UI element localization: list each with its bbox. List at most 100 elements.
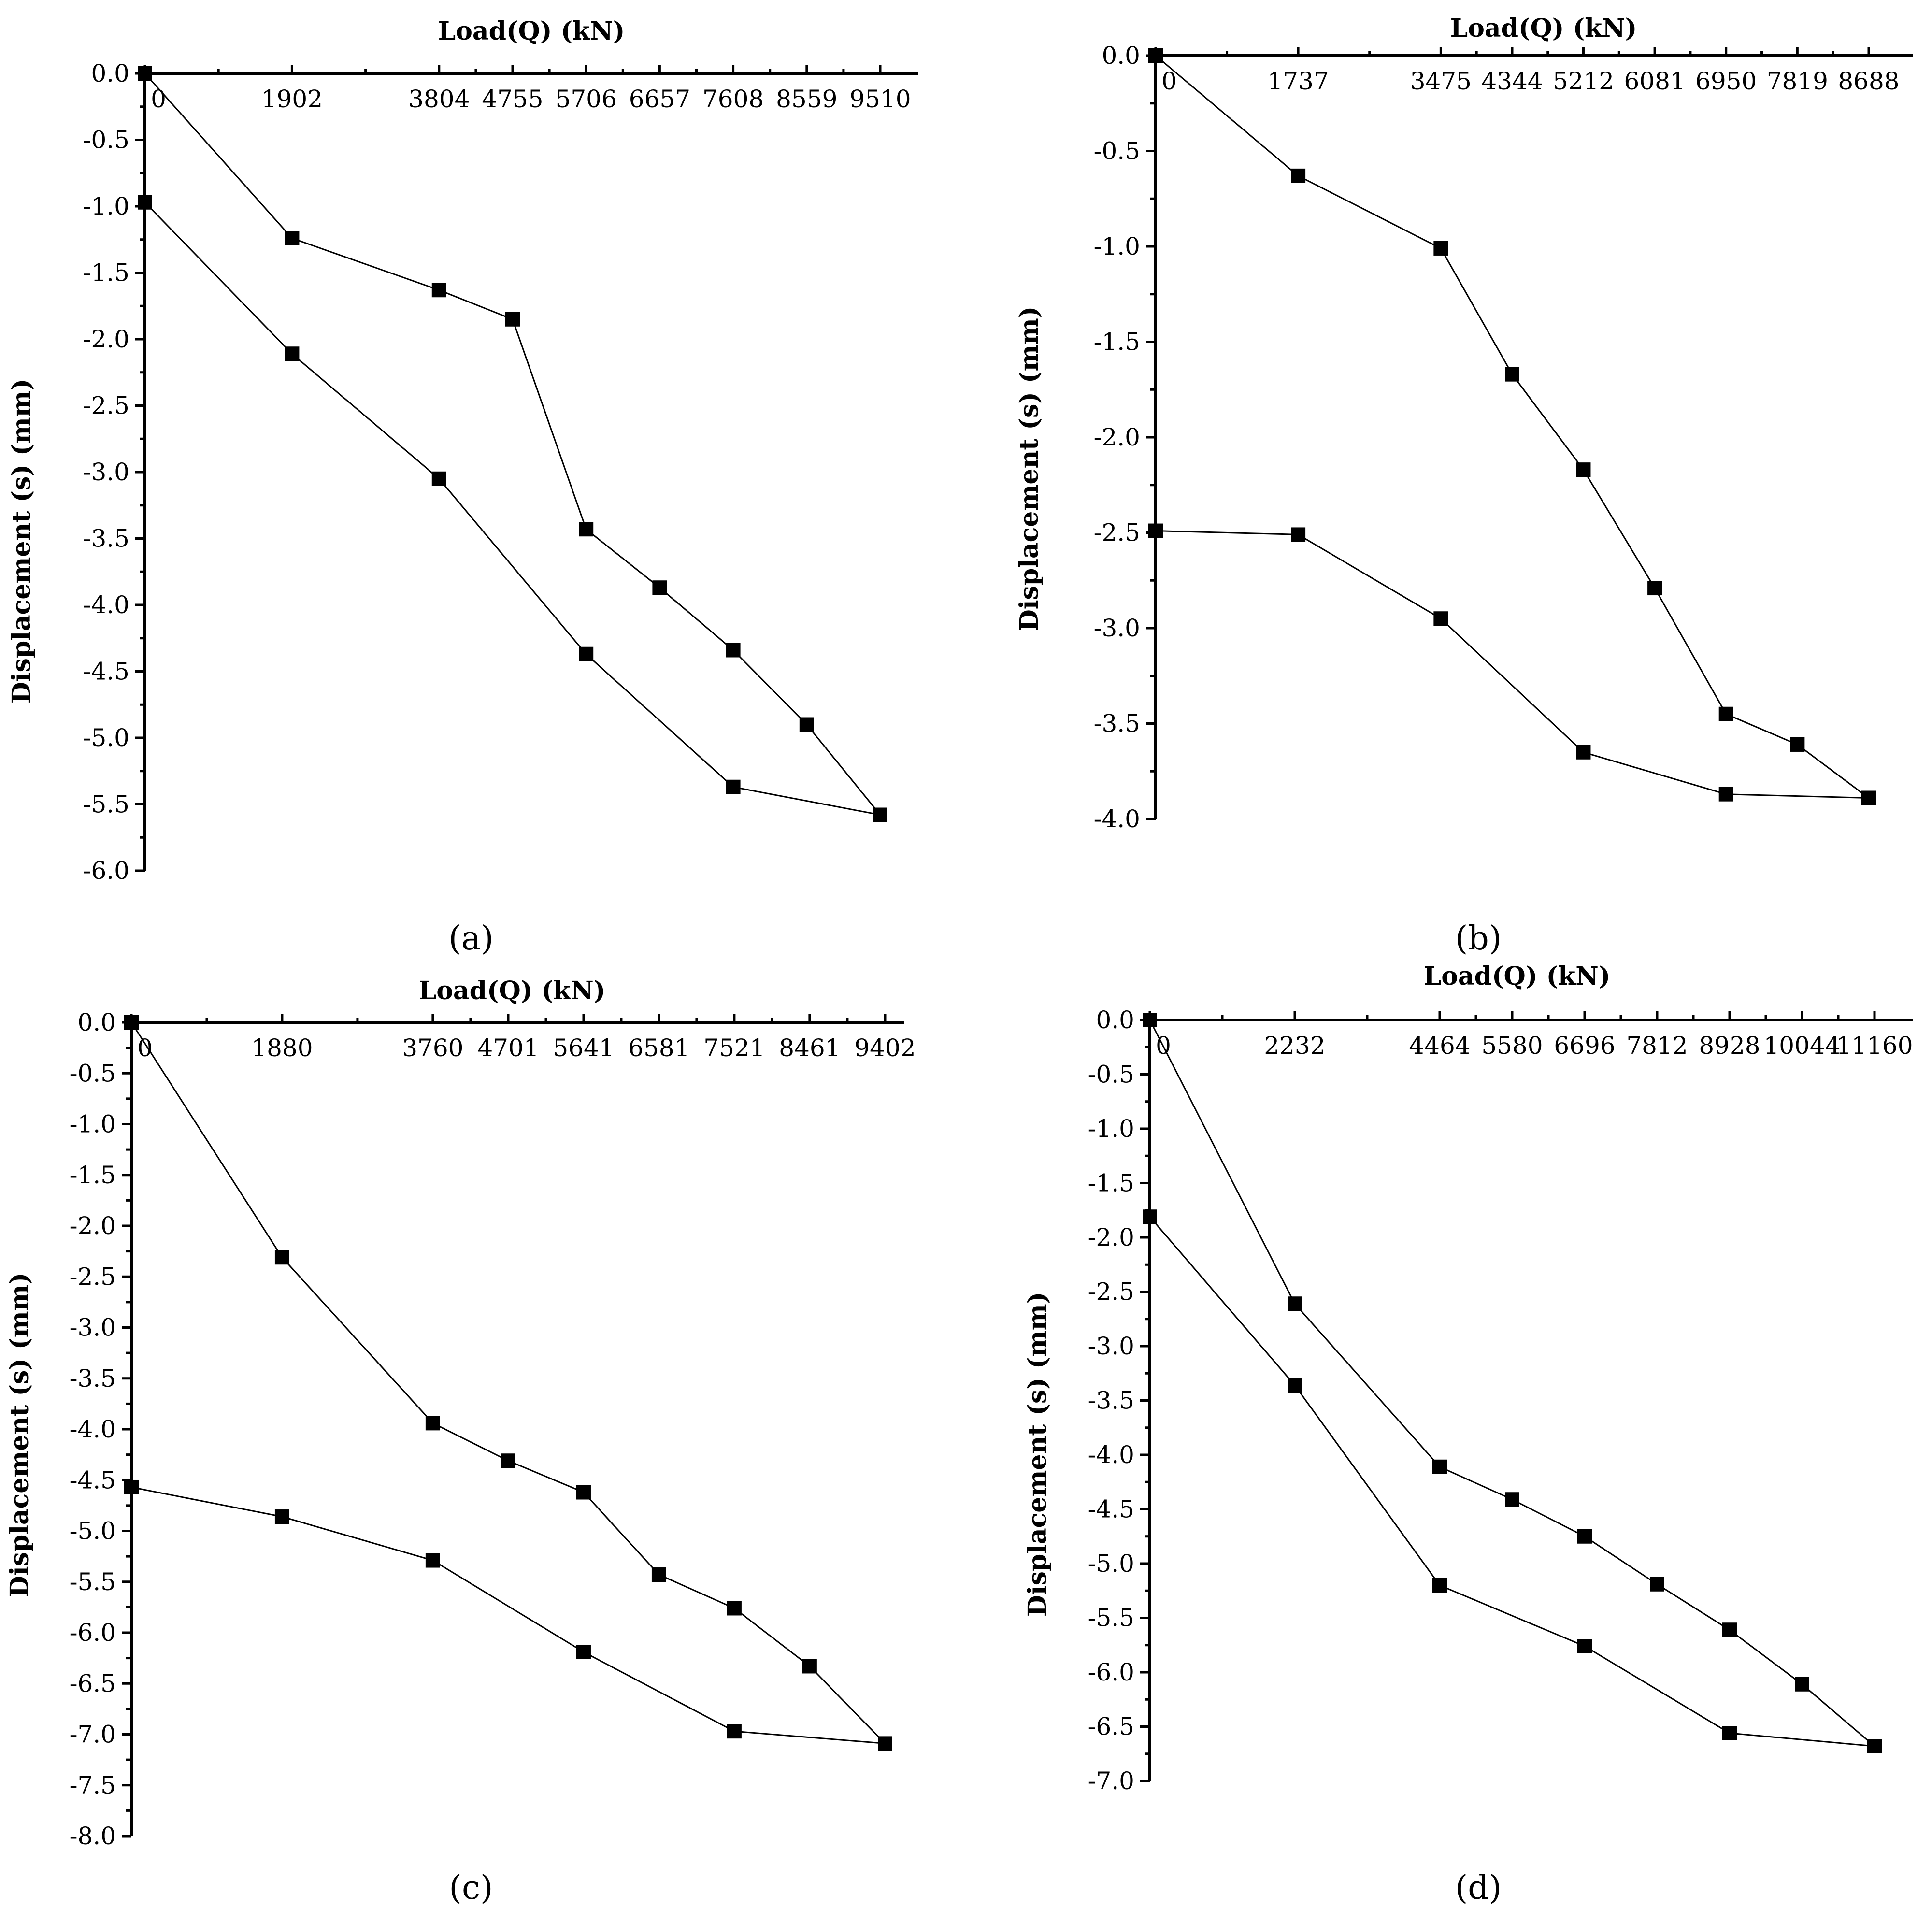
x-tick-label-c: 7521 [703,1034,765,1062]
y-axis-title-b: Displacement (s) (mm) [1015,306,1044,632]
data-point-unloading-d [1867,1739,1882,1753]
y-tick-label-c: -1.5 [70,1161,116,1189]
series-line-loading-b [1155,55,1869,799]
y-tick-label-a: -3.5 [83,525,129,553]
y-tick-label-b: -2.0 [1094,423,1140,451]
data-point-loading-b [1291,168,1306,183]
y-tick-label-c: -5.5 [70,1568,116,1596]
y-tick-label-b: -4.0 [1094,805,1140,833]
x-tick-label-a: 7608 [702,85,764,113]
data-point-unloading-d [1288,1378,1302,1393]
data-point-unloading-a [873,807,887,822]
chart-panel-d: Load(Q) (kN) Displacement (s) (mm) (d) 0… [1023,962,1913,1907]
y-tick-label-b: -3.0 [1094,614,1140,642]
x-tick-label-a: 0 [151,85,166,113]
data-point-loading-c [576,1485,591,1500]
series-line-loading-d [1149,1019,1875,1747]
data-point-loading-b [1505,367,1519,382]
y-tick-label-c: -2.5 [70,1263,116,1291]
y-tick-label-d: -5.5 [1088,1604,1134,1632]
data-point-unloading-b [1718,787,1733,802]
x-tick-label-b: 6081 [1624,67,1685,95]
y-tick-label-c: -4.0 [70,1415,116,1443]
x-tick-label-a: 1902 [261,85,323,113]
plot-area-c: 0 1880 3760 4701 5641 6581 7521 8461 9402 0.0 -0.5… [70,1008,916,1850]
data-point-loading-d [1432,1459,1447,1474]
y-tick-label-d: 0.0 [1096,1006,1134,1034]
data-point-unloading-d [1143,1209,1157,1224]
y-tick-label-d: -2.0 [1088,1223,1134,1251]
chart-panel-a: Load(Q) (kN) Displacement (s) (mm) (a) 0… [7,16,918,958]
x-tick-label-c: 1880 [251,1034,313,1062]
x-tick-label-b: 7819 [1767,67,1828,95]
series-line-unloading-d [1149,1216,1875,1747]
y-tick-label-d: -2.5 [1088,1278,1134,1306]
x-axis-title-c: Load(Q) (kN) [419,976,606,1005]
y-tick-label-a: -0.5 [83,126,129,154]
data-point-unloading-a [285,346,300,361]
series-line-unloading-a [144,201,881,816]
data-point-unloading-d [1432,1578,1447,1593]
data-point-loading-d [1650,1577,1664,1592]
data-point-unloading-b [1576,745,1591,760]
y-tick-label-c: -7.5 [70,1771,116,1799]
data-point-loading-a [652,580,667,595]
data-point-unloading-c [425,1553,440,1568]
y-tick-label-c: -1.0 [70,1110,116,1138]
data-point-loading-b [1790,737,1805,752]
data-point-unloading-b [1291,527,1306,542]
plot-area-b: 0 1737 3475 4344 5212 6081 6950 7819 86880.0-0.5… [1094,42,1913,833]
y-tick-label-c: -4.5 [70,1466,116,1494]
x-tick-label-d: 6696 [1554,1032,1615,1060]
data-point-loading-c [651,1567,666,1582]
data-point-unloading-b [1861,790,1876,805]
y-tick-label-d: -1.0 [1088,1115,1134,1143]
data-point-loading-a [431,283,446,298]
data-point-unloading-c [274,1509,289,1524]
data-point-loading-a [285,231,300,245]
y-tick-label-c: -6.5 [70,1669,116,1697]
y-tick-label-a: -6.0 [83,857,129,885]
x-tick-label-c: 6581 [628,1034,689,1062]
x-tick-label-b: 3475 [1410,67,1472,95]
y-tick-label-d: -3.5 [1088,1387,1134,1415]
y-tick-label-c: -0.5 [70,1059,116,1087]
data-point-loading-a [579,522,594,537]
x-tick-label-a: 9510 [849,85,911,113]
x-tick-label-d: 4464 [1409,1032,1470,1060]
plot-area-a: 0 1902 3804 4755 5706 6657 7608 8559 9510 0.0 -0.5… [83,59,918,885]
y-tick-label-d: -1.5 [1088,1169,1134,1197]
y-axis-title-d: Displacement (s) (mm) [1023,1292,1052,1617]
x-tick-label-c: 9402 [854,1034,916,1062]
y-tick-label-a: -4.0 [83,591,129,619]
data-point-loading-c [124,1015,139,1030]
data-point-unloading-a [138,195,152,210]
x-tick-label-d: 5580 [1481,1032,1543,1060]
y-tick-label-a: -2.0 [83,325,129,353]
y-tick-label-d: -5.0 [1088,1550,1134,1578]
y-tick-label-b: -2.5 [1094,519,1140,547]
y-tick-label-d: -6.0 [1088,1658,1134,1686]
data-point-unloading-d [1577,1639,1592,1653]
data-point-loading-d [1577,1529,1592,1544]
x-tick-label-c: 4701 [477,1034,539,1062]
data-point-loading-a [726,643,741,658]
panel-label-a: (a) [448,919,494,958]
x-tick-label-c: 5641 [553,1034,614,1062]
y-tick-label-b: -3.5 [1094,710,1140,738]
x-tick-label-a: 4755 [482,85,543,113]
data-point-loading-d [1722,1622,1737,1637]
data-point-unloading-c [727,1724,742,1739]
y-tick-label-d: -0.5 [1088,1061,1134,1089]
y-tick-label-a: -3.0 [83,458,129,486]
panel-label-d: (d) [1455,1869,1502,1907]
y-tick-label-d: -6.5 [1088,1713,1134,1741]
data-point-loading-c [727,1601,742,1616]
series-line-loading-c [130,1022,886,1744]
x-tick-label-b: 1737 [1267,67,1329,95]
x-tick-label-b: 4344 [1481,67,1543,95]
y-tick-label-b: -1.5 [1094,328,1140,356]
panel-label-c: (c) [449,1869,493,1907]
data-point-loading-d [1143,1013,1157,1027]
data-point-loading-d [1288,1296,1302,1311]
